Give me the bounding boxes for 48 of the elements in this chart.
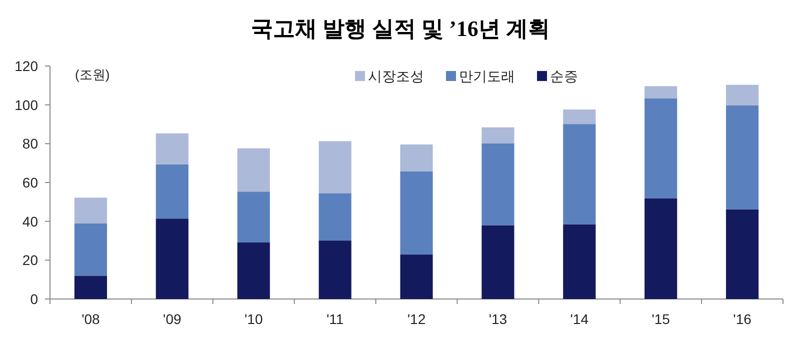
bar xyxy=(156,133,188,164)
bar xyxy=(644,98,678,198)
bar xyxy=(482,225,514,299)
x-tick-label: '11 xyxy=(326,311,344,327)
y-tick-label: 20 xyxy=(22,252,38,268)
bar xyxy=(156,164,188,219)
bar xyxy=(74,276,108,299)
x-tick-label: '09 xyxy=(163,311,182,327)
x-tick-label: '10 xyxy=(244,311,263,327)
y-tick-label: 0 xyxy=(30,291,38,307)
bar xyxy=(644,198,678,299)
y-tick-label: 60 xyxy=(22,174,38,190)
bar xyxy=(318,240,352,299)
y-tick-label: 100 xyxy=(14,96,38,113)
x-tick-label: '13 xyxy=(488,311,508,327)
bar xyxy=(726,84,759,106)
y-tick-label: 40 xyxy=(22,213,38,230)
x-tick-label: '16 xyxy=(733,311,752,327)
bar xyxy=(644,86,678,98)
bar xyxy=(318,141,352,194)
bar xyxy=(726,209,759,299)
bar xyxy=(563,109,596,124)
bar xyxy=(237,148,270,192)
bar xyxy=(726,105,759,210)
bar xyxy=(400,171,433,255)
bar xyxy=(482,143,514,226)
y-tick-label: 80 xyxy=(22,136,38,152)
ylabel: (조원) xyxy=(75,67,110,82)
title: 국고채 발행 실적 및 ’16년 계획 xyxy=(251,16,550,41)
x-tick-label: '14 xyxy=(570,311,589,327)
bar xyxy=(156,218,188,299)
legend-label: 순증 xyxy=(550,68,578,84)
bar xyxy=(400,254,433,299)
bar xyxy=(318,193,352,241)
bar xyxy=(400,144,433,172)
legend-label: 만기도래 xyxy=(459,68,515,84)
bar xyxy=(237,192,270,242)
bar xyxy=(563,224,596,299)
x-tick-label: '12 xyxy=(407,311,426,327)
bar xyxy=(237,242,270,299)
legend-label: 시장조성 xyxy=(368,68,424,84)
bar xyxy=(482,127,514,144)
x-tick-label: '15 xyxy=(652,311,670,327)
bar xyxy=(74,198,108,224)
bar xyxy=(74,223,108,276)
y-tick-label: 120 xyxy=(14,58,38,74)
bar xyxy=(563,124,596,224)
x-tick-label: '08 xyxy=(82,311,100,327)
